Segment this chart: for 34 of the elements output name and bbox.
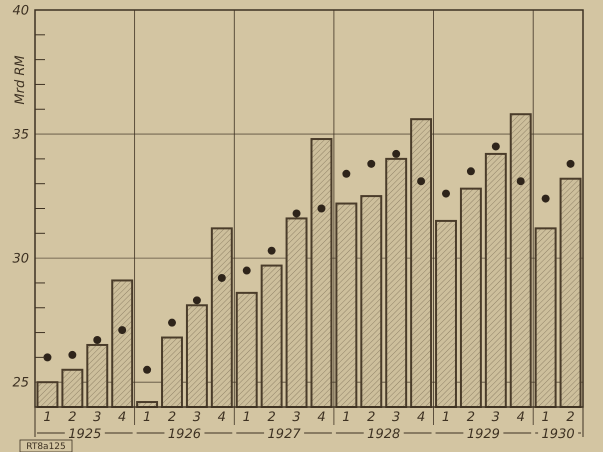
text: 1925 (68, 427, 102, 442)
text: 1929 (466, 427, 500, 442)
text: 1930 (542, 427, 575, 442)
text: RT8a125 (26, 442, 66, 452)
x-tick-label: 1 (442, 410, 450, 425)
y-tick-label: 40 (12, 4, 29, 19)
x-tick-label: 4 (516, 410, 525, 425)
x-tick-label: 3 (93, 410, 102, 425)
text: 1928 (367, 427, 400, 442)
x-tick-label: 1 (541, 410, 550, 425)
y-tick-label: 25 (12, 376, 29, 391)
x-tick-label: 2 (566, 410, 575, 425)
x-tick-label: 2 (466, 410, 476, 425)
x-tick-label: 3 (492, 410, 500, 425)
y-tick-label: 30 (12, 252, 29, 267)
x-tick-label: 1 (43, 410, 52, 425)
text: 1927 (268, 427, 302, 442)
x-tick-label: 4 (317, 410, 326, 425)
x-tick-label: 4 (118, 410, 126, 425)
x-tick-label: 4 (218, 410, 226, 425)
x-tick-label: 2 (367, 410, 376, 425)
x-tick-label: 1 (342, 410, 351, 425)
y-tick-label: 35 (12, 128, 29, 143)
x-tick-label: 2 (68, 410, 77, 425)
text: 1926 (168, 427, 201, 442)
x-tick-label: 3 (192, 410, 202, 425)
x-tick-label: 3 (292, 410, 301, 425)
x-tick-label: 2 (267, 410, 276, 425)
y-axis-title: Mrd RM (13, 55, 28, 105)
x-tick-label: 4 (416, 410, 426, 425)
x-tick-label: 2 (168, 410, 176, 425)
x-tick-label: 3 (392, 410, 400, 425)
x-tick-label: 1 (142, 410, 152, 425)
x-tick-label: 1 (242, 410, 251, 425)
